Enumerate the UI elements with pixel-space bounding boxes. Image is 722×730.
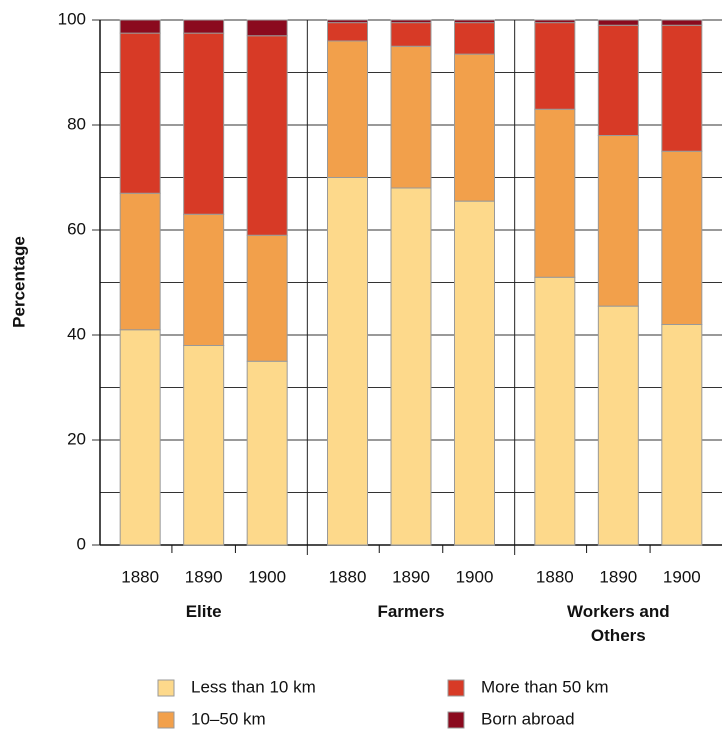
bar-segment [327,177,368,546]
bar-segment [390,19,432,24]
bar-segment [327,22,368,42]
legend-swatch [157,711,175,729]
y-tick-label: 40 [67,324,86,343]
x-tick-label: 1890 [392,567,430,586]
y-tick-label: 80 [67,114,86,133]
bar-segment [597,305,639,546]
bar-segment [454,200,495,546]
bar-segment [661,150,703,325]
legend-label: 10–50 km [191,709,266,728]
legend-swatch [157,679,175,697]
y-tick-label: 100 [58,9,86,28]
x-tick-label: 1880 [121,567,159,586]
bar-segment [390,45,432,189]
bar-segment [390,22,432,47]
bar-segment [661,24,703,152]
bar-segment [183,213,225,346]
bar-segment [246,19,288,37]
group-label: Farmers [377,602,445,621]
bar-segment [327,19,368,24]
y-tick-label: 20 [67,429,86,448]
bar-segment [119,19,161,34]
bar-segment [534,19,576,24]
x-tick-label: 1890 [599,567,637,586]
legend-label: Less than 10 km [191,677,316,696]
x-tick-label: 1900 [456,567,494,586]
x-tick-label: 1880 [329,567,367,586]
y-tick-label: 0 [77,534,86,553]
x-tick-label: 1890 [185,567,223,586]
bar-segment [534,108,576,278]
bar-segment [454,19,495,24]
group-label: Workers and Others [566,602,670,645]
bar-segment [119,329,161,546]
legend-label: Born abroad [481,709,575,728]
group-label: Elite [185,602,222,621]
bar-segment [183,19,225,34]
bar-segment [183,32,225,215]
x-tick-label: 1900 [248,567,286,586]
bar-segment [454,22,495,55]
bar-segment [246,360,288,546]
bar-segment [661,324,703,546]
bar-segment [661,19,703,26]
bar-segment [246,35,288,236]
bar-segment [597,19,639,26]
bar-segment [597,24,639,136]
x-tick-label: 1900 [663,567,701,586]
bar-segment [597,135,639,307]
bar-segment [534,22,576,110]
legend-label: More than 50 km [481,677,609,696]
bar-segment [246,234,288,362]
bar-segment [390,187,432,546]
legend-swatch [447,679,465,697]
y-axis-title: Percentage [9,236,28,328]
x-tick-label: 1880 [536,567,574,586]
y-tick-label: 60 [67,219,86,238]
bar-segment [327,40,368,178]
bar-segment [534,276,576,546]
bar-segment [183,345,225,546]
bar-segment [119,192,161,331]
bar-segment [119,32,161,194]
bar-segment [454,53,495,202]
legend-swatch [447,711,465,729]
